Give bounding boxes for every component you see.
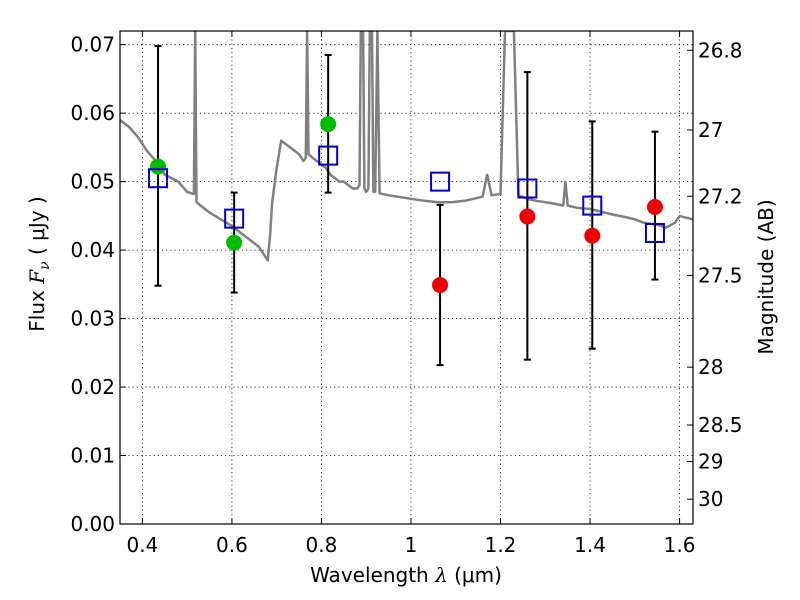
- y2-tick-label: 28: [698, 355, 723, 379]
- y2-tick-label: 30: [698, 487, 723, 511]
- model-band-square: [517, 178, 538, 199]
- model-band-square: [430, 171, 451, 192]
- model-band-square: [644, 222, 665, 243]
- flux-point: [432, 277, 449, 294]
- y2-tick-label: 27: [698, 118, 723, 142]
- flux-point: [320, 116, 337, 133]
- y-tick-label: 0.07: [70, 33, 115, 57]
- x-tick-label: 0.8: [306, 533, 338, 557]
- y-axis-label: Flux Fν ( μJy ): [25, 196, 53, 331]
- spectrum-line: [120, 31, 693, 262]
- y-tick-label: 0.00: [70, 512, 115, 536]
- y2-tick-label: 27.5: [698, 263, 743, 287]
- x-tick-label: 1.4: [574, 533, 606, 557]
- flux-point: [519, 208, 536, 225]
- x-tick-label: 0.6: [216, 533, 248, 557]
- flux-point: [226, 234, 243, 251]
- model-band-square: [148, 168, 169, 189]
- y2-tick-label: 27.2: [698, 184, 743, 208]
- x-tick-label: 1: [405, 533, 418, 557]
- y2-tick-label: 29: [698, 450, 723, 474]
- plot-frame: [119, 30, 694, 525]
- y-tick-label: 0.06: [70, 101, 115, 125]
- model-band-square: [224, 208, 245, 229]
- flux-point: [584, 227, 601, 244]
- y-tick-label: 0.02: [70, 375, 115, 399]
- flux-point: [646, 198, 663, 215]
- y2-tick-labels: 26.8 27 27.2 27.5 28 28.5 29 30: [698, 38, 743, 511]
- y2-axis-label: Magnitude (AB): [754, 199, 778, 354]
- y-tick-labels: 0.00 0.01 0.02 0.03 0.04 0.05 0.06 0.07: [70, 33, 115, 536]
- y-tick-label: 0.04: [70, 238, 115, 262]
- x-tick-label: 1.2: [485, 533, 517, 557]
- x-tick-label: 0.4: [126, 533, 158, 557]
- y2-tick-label: 28.5: [698, 413, 743, 437]
- photometry-points: [150, 116, 663, 294]
- y-tick-label: 0.01: [70, 444, 115, 468]
- x-axis-label: Wavelength λ (μm): [310, 563, 502, 587]
- model-band-square: [318, 145, 339, 166]
- y-tick-label: 0.03: [70, 307, 115, 331]
- model-band-points: [148, 145, 665, 243]
- y-tick-label: 0.05: [70, 170, 115, 194]
- grid: [120, 31, 693, 524]
- model-band-square: [582, 195, 603, 216]
- x-tick-labels: 0.4 0.6 0.8 1 1.2 1.4 1.6: [126, 533, 695, 557]
- axis-ticks: [120, 31, 693, 525]
- flux-point: [150, 158, 167, 175]
- spectrum-series: [120, 31, 693, 262]
- y2-tick-label: 26.8: [698, 38, 743, 62]
- x-tick-label: 1.6: [664, 533, 696, 557]
